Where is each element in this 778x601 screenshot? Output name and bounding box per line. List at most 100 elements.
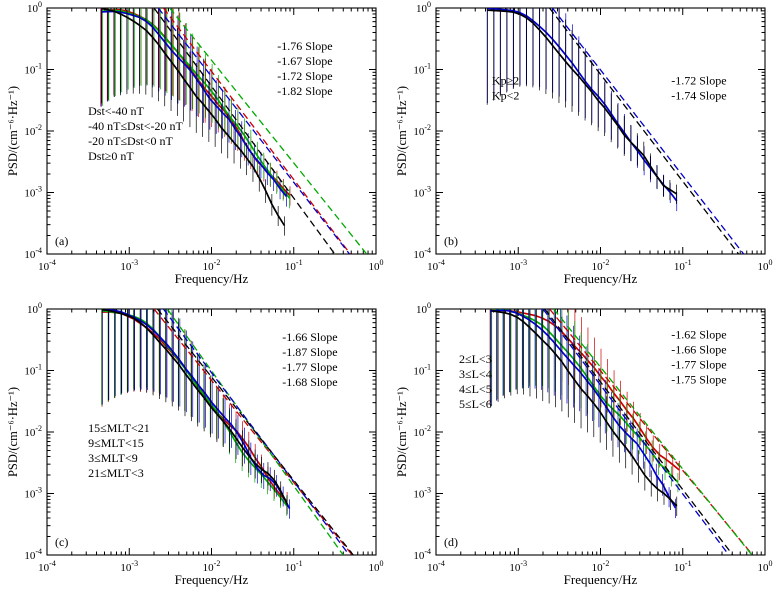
- slope-reference-line: [542, 309, 730, 555]
- x-tick-label: 10-1: [674, 258, 692, 273]
- slope-label: -1.66 Slope: [282, 330, 337, 344]
- legend-entry: 2≤L<3: [459, 352, 492, 366]
- x-tick-label: 100: [369, 559, 384, 574]
- y-axis-label: PSD/(cm⁻⁶·Hz⁻¹): [6, 85, 20, 177]
- plot-area: [489, 309, 754, 555]
- slope-label: -1.62 Slope: [671, 328, 726, 342]
- slope-reference-line: [553, 309, 753, 555]
- psd-curve: [491, 310, 678, 507]
- psd-curve: [101, 8, 286, 226]
- slope-reference-line: [166, 309, 344, 555]
- x-tick-label: 10-3: [509, 258, 527, 273]
- y-tick-label: 10-3: [24, 486, 42, 501]
- slope-reference-line: [549, 309, 754, 555]
- slope-label: -1.67 Slope: [277, 54, 332, 68]
- error-bars: [101, 309, 288, 512]
- error-bars: [490, 309, 676, 519]
- legend-entry: 4≤L<5: [459, 382, 492, 396]
- y-axis-label: PSD/(cm⁻⁶·Hz⁻¹): [395, 386, 409, 478]
- error-bars: [101, 8, 285, 236]
- legend-entry: Dst<-40 nT: [88, 104, 144, 118]
- y-tick-label: 10-3: [413, 486, 431, 501]
- x-tick-label: 10-1: [674, 559, 692, 574]
- psd-curve: [101, 309, 288, 505]
- legend-entry: 9≤MLT<15: [88, 436, 144, 450]
- legend-entry: 3≤L<4: [459, 367, 492, 381]
- axis-ticks: [435, 7, 766, 255]
- y-tick-label: 100: [27, 0, 42, 15]
- plot-area: [486, 8, 745, 254]
- axis-ticks: [46, 7, 377, 255]
- x-tick-label: 10-3: [509, 559, 527, 574]
- y-tick-label: 100: [416, 301, 431, 316]
- slope-reference-line: [156, 309, 354, 555]
- x-tick-label: 10-4: [427, 559, 445, 574]
- y-tick-label: 10-1: [24, 363, 42, 378]
- slope-reference-line: [157, 8, 351, 254]
- legend-entry: Kp≥2: [492, 73, 519, 87]
- x-tick-label: 10-1: [285, 258, 303, 273]
- psd-curve: [101, 10, 288, 198]
- chart-d: 10-4 10-3 10-2 10-1 100 10-4 10-3 10-2 10-1 100 2≤…: [413, 301, 773, 574]
- panel-c: 10-4 10-3 10-2 10-1 100 10-4 10-3 10-2 10-1 100 15…: [0, 301, 389, 601]
- slope-label: -1.68 Slope: [282, 375, 337, 389]
- panel-letter: (a): [55, 234, 68, 248]
- slope-reference-line: [162, 8, 351, 254]
- y-tick-label: 10-2: [24, 424, 42, 439]
- y-tick-label: 10-1: [413, 62, 431, 77]
- y-axis-label: PSD/(cm⁻⁶·Hz⁻¹): [6, 386, 20, 478]
- y-tick-label: 10-3: [413, 185, 431, 200]
- error-bars: [102, 8, 290, 209]
- psd-curve: [487, 9, 677, 195]
- slope-reference-line: [544, 309, 734, 555]
- plot-area: [101, 309, 354, 555]
- x-axis-label: Frequency/Hz: [174, 271, 249, 286]
- legend-entry: Kp<2: [492, 88, 519, 102]
- x-tick-label: 10-4: [38, 258, 56, 273]
- legend-entry: 3≤MLT<9: [88, 451, 138, 465]
- x-tick-label: 10-2: [592, 258, 610, 273]
- slope-reference-line: [549, 8, 740, 254]
- slope-reference-line: [153, 309, 353, 555]
- y-tick-label: 10-2: [413, 123, 431, 138]
- slope-label: -1.66 Slope: [671, 343, 726, 357]
- legend-entry: 21≤MLT<3: [88, 466, 144, 480]
- x-tick-label: 10-2: [203, 559, 221, 574]
- y-tick-label: 10-2: [24, 123, 42, 138]
- psd-curve: [490, 309, 677, 509]
- error-bars: [489, 309, 680, 481]
- slope-label: -1.74 Slope: [671, 88, 726, 102]
- legend-entry: Dst≥0 nT: [88, 149, 134, 163]
- error-bars: [101, 309, 288, 515]
- y-tick-label: 10-4: [24, 547, 42, 562]
- x-tick-label: 100: [758, 258, 773, 273]
- x-tick-label: 100: [758, 559, 773, 574]
- error-bars: [487, 8, 678, 212]
- psd-curve: [490, 309, 680, 471]
- x-tick-label: 10-1: [285, 559, 303, 574]
- slope-reference-line: [153, 8, 336, 254]
- chart-c: 10-4 10-3 10-2 10-1 100 10-4 10-3 10-2 10-1 100 15…: [24, 301, 384, 574]
- y-tick-label: 10-1: [24, 62, 42, 77]
- slope-label: -1.82 Slope: [277, 84, 332, 98]
- slope-label: -1.76 Slope: [277, 39, 332, 53]
- legend-entry: 15≤MLT<21: [88, 421, 150, 435]
- error-bars: [101, 309, 288, 516]
- x-tick-label: 100: [369, 258, 384, 273]
- slope-label: -1.72 Slope: [277, 69, 332, 83]
- slope-label: -1.75 Slope: [671, 373, 726, 387]
- slope-label: -1.77 Slope: [671, 358, 726, 372]
- y-tick-label: 10-3: [24, 185, 42, 200]
- x-tick-label: 10-3: [120, 559, 138, 574]
- slope-reference-line: [551, 8, 745, 254]
- slope-label: -1.77 Slope: [282, 360, 337, 374]
- x-axis-label: Frequency/Hz: [174, 572, 249, 587]
- x-tick-label: 10-2: [203, 258, 221, 273]
- legend-entry: 5≤L<6: [459, 397, 492, 411]
- slope-reference-line: [162, 309, 350, 555]
- chart-b: 10-4 10-3 10-2 10-1 100 10-4 10-3 10-2 10-1 100 Kp…: [413, 0, 773, 273]
- y-tick-label: 10-2: [413, 424, 431, 439]
- y-tick-label: 10-4: [24, 246, 42, 261]
- y-axis-label: PSD/(cm⁻⁶·Hz⁻¹): [395, 85, 409, 177]
